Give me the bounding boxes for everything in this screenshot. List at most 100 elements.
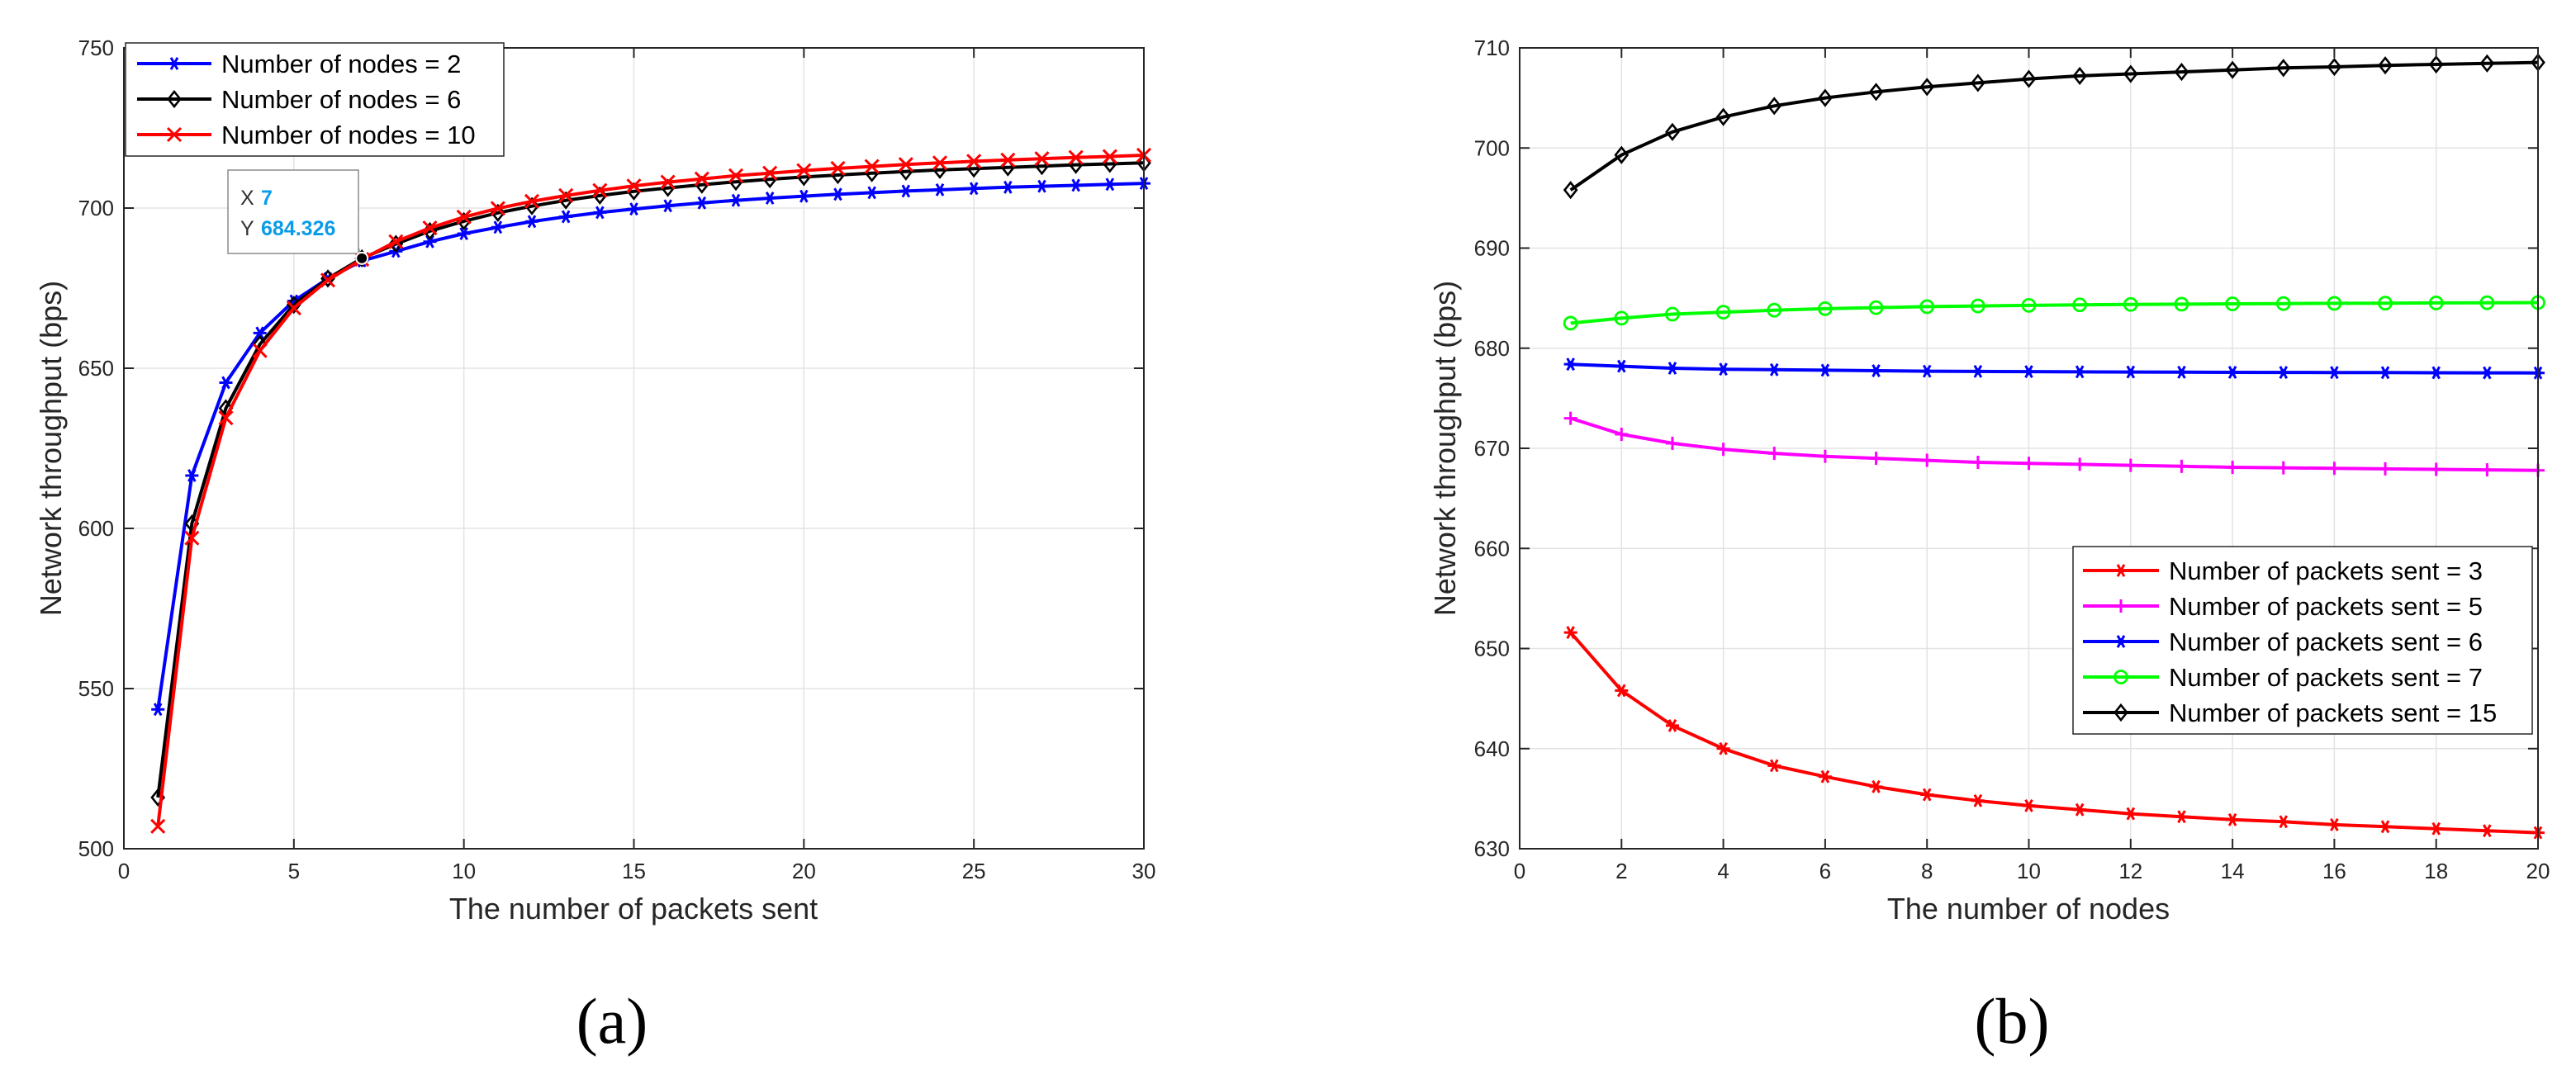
chart-b-series-1-point [1971,793,1985,807]
chart-a-series-3-point [1068,149,1084,165]
chart-a-series-3-point [1000,152,1016,168]
chart-a-xlabel: The number of packets sent [449,892,818,926]
chart-b-series-2-point [1716,443,1730,457]
chart-a-series-3-point [490,201,505,216]
chart-b-series-4-point [1715,305,1731,320]
chart-b-series-1-point [2429,821,2443,836]
caption-a: (a) [576,985,648,1057]
chart-b-series-5-point [1767,97,1782,116]
chart-b-series-2-point [1818,449,1832,463]
chart-b-series-5 [1563,53,2545,200]
chart-a-ytick-label: 750 [78,36,114,60]
chart-b-ylabel: Network throughput (bps) [1428,281,1462,616]
chart-b-series-5-point [2327,57,2342,77]
chart-a-xtick-label: 0 [118,859,130,883]
chart-b-ytick-label: 680 [1474,336,1510,361]
chart-a-legend[interactable]: Number of nodes = 2 Number of nodes = 6 Nu… [125,42,505,157]
chart-b-legend-marker [2114,564,2128,577]
chart-b-series-5-point [2021,69,2037,88]
chart-a-xtick-label: 20 [792,859,816,883]
chart-b-series-4-point [1665,306,1680,322]
chart-b-series-3-point [2175,365,2189,379]
chart-b-legend-marker [2113,703,2128,722]
chart-b-series-1-point [2123,807,2137,821]
chart-b-series-2-point [1920,453,1934,467]
chart-a-series-3-point [728,168,744,183]
chart-b-series-5-point [1868,83,1884,102]
chart-a-series-1-point [219,376,233,390]
chart-b-series-1-point [1767,759,1781,773]
chart-a-series-1-point [933,182,946,196]
chart-a-series-1-point [967,182,981,196]
chart-a-series-3-point [592,182,608,198]
chart-a-xtick-label: 15 [622,859,646,883]
chart-a-legend-marker [166,126,183,143]
chart-a-series-1-point [1103,178,1117,192]
chart-b-xlabel: The number of nodes [1887,892,2170,926]
datatip-y-value: 684.326 [261,217,335,240]
datatip-x-value: 7 [261,187,273,210]
chart-b-xtick-label: 0 [1514,859,1525,883]
chart-b-ytick-label: 710 [1474,36,1510,60]
chart-a-series-3-point [1102,149,1117,164]
chart-b-series-2-point [2327,462,2341,476]
chart-b-xtick-label: 8 [1921,859,1933,883]
chart-b-series-2-point [2429,462,2443,476]
chart-b-legend-entry-4: Number of packets sent = 7 [2083,663,2483,692]
chart-a-series-3-point [626,178,642,194]
chart-a-series-1-point [695,196,709,210]
chart-b-xtick-label: 16 [2322,859,2346,883]
chart-b-tick-labels: 0 2 4 6 8 10 12 14 16 18 20 630 640 650 660 670 680 690 70… [1474,36,2550,883]
chart-b-ytick-label: 690 [1474,236,1510,261]
chart-b-series-2-point [1767,447,1781,461]
chart-b-series-4-point [1767,302,1782,318]
chart-b-xtick-label: 2 [1615,859,1627,883]
chart-a-series-1-point [593,206,607,220]
chart-a-series-1-point [559,210,573,224]
chart-b-series-1-point [2379,820,2393,834]
chart-a-series-3-point [184,530,200,546]
chart-b-ytick-label: 650 [1474,637,1510,661]
chart-b-series-2-point [2073,457,2087,471]
chart-b-series-3 [1563,357,2545,380]
chart-a-ytick-label: 500 [78,836,114,861]
chart-b-series-2-point [2226,461,2240,475]
chart-a-series-3-point [966,154,982,169]
chart-a-legend-label: Number of nodes = 10 [221,121,476,149]
chart-a-series-1-point [627,202,641,216]
chart-b-series-3-point [1716,362,1730,376]
chart-b-series-3-point [1767,362,1781,376]
chart-a-xtick-label: 5 [288,859,300,883]
chart-b-series-3-point [2327,366,2341,380]
chart-b-series-4 [1563,295,2545,331]
chart-b-series-4-point [1970,298,1985,314]
chart-a-legend-items: Number of nodes = 2 Number of nodes = 6 Nu… [137,50,476,149]
chart-a-series-3-point [286,300,301,316]
chart-b-series-1-point [2226,812,2240,826]
chart-a-series-1-point [661,199,675,213]
chart-a-xtick-label: 30 [1132,859,1156,883]
chart-b-series-3-point [1665,362,1679,375]
chart-b-series-5-point [1970,73,1985,92]
chart-b-series-4-point [1563,315,1578,331]
chart-b-series-4-point [1919,299,1935,315]
chart-a-series-1-point [1001,180,1015,194]
chart-b-legend[interactable]: Number of packets sent = 3 Number of pack… [2072,546,2533,735]
chart-b-series-1-point [2327,817,2341,831]
chart-b-series-5-line [1569,60,2539,192]
chart-b-xtick-label: 10 [2017,859,2041,883]
chart-a-series-1-point [899,184,913,198]
chart-a-ytick-label: 600 [78,516,114,541]
chart-b-legend-marker [2113,670,2128,684]
chart-a-series-1-point [865,186,879,200]
chart-a-datatip[interactable]: X 7 Y 684.326 [227,169,369,265]
chart-b-series-3-point [2379,366,2393,380]
chart-b-series-3-line [1570,362,2539,375]
datatip-y-label: Y [240,217,254,240]
chart-b-series-2-point [1615,428,1629,442]
chart-b-series-4-point [2479,295,2495,310]
datatip-x-label: X [240,187,254,210]
chart-b-series-5-point [1715,107,1731,126]
chart-b-ytick-label: 630 [1474,836,1510,861]
